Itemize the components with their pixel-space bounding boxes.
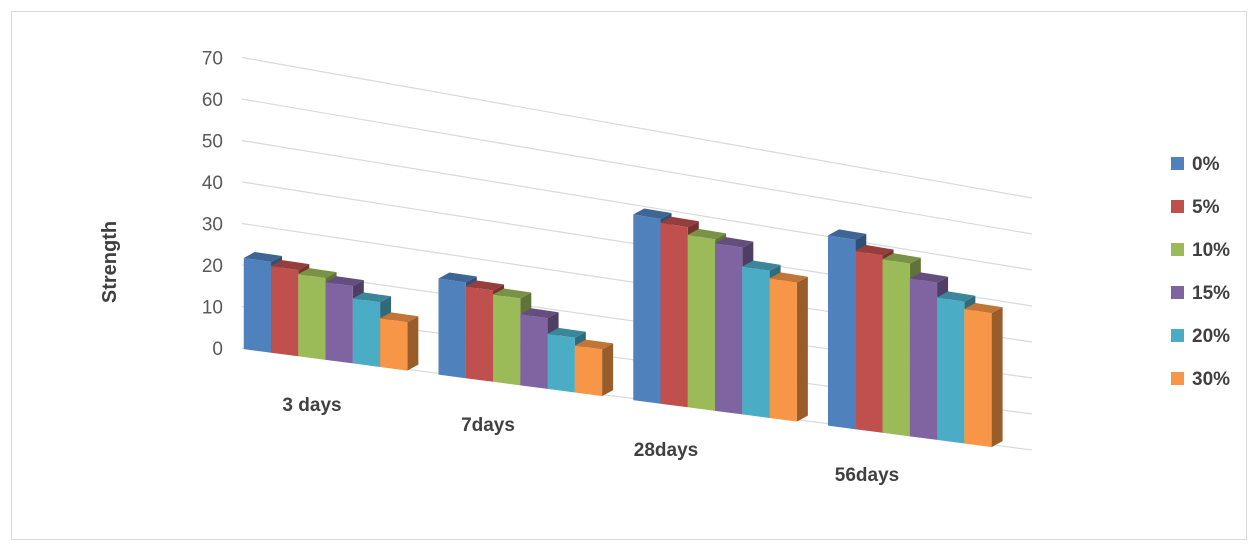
bar-top bbox=[520, 308, 559, 319]
bar-top bbox=[493, 288, 532, 299]
bar-top bbox=[855, 245, 894, 256]
bar-front bbox=[660, 222, 688, 408]
bar-front bbox=[325, 282, 353, 364]
bar-side bbox=[407, 316, 419, 371]
chart-frame: 0 10 20 30 40 50 60 70 3 days 7days 28days 56days … bbox=[11, 11, 1247, 540]
legend-item: 20% bbox=[1171, 326, 1230, 347]
bar-side bbox=[991, 307, 1003, 448]
legend-swatch bbox=[1171, 286, 1184, 299]
y-axis-ticks: 0 10 20 30 40 50 60 70 bbox=[202, 49, 223, 361]
legend-label: 5% bbox=[1192, 197, 1220, 218]
x-axis-labels: 3 days 7days 28days 56days bbox=[282, 395, 899, 486]
y-tick-label: 70 bbox=[202, 49, 223, 70]
y-tick-label: 10 bbox=[202, 298, 223, 319]
bar-side bbox=[602, 343, 614, 397]
bar-side bbox=[796, 276, 808, 422]
legend-swatch bbox=[1171, 243, 1184, 256]
bar-front bbox=[769, 278, 797, 422]
bar-top bbox=[325, 276, 364, 287]
bar-front bbox=[742, 266, 770, 418]
legend-item: 0% bbox=[1171, 154, 1220, 175]
y-tick-label: 40 bbox=[202, 173, 223, 194]
bar-front bbox=[964, 309, 992, 448]
legend-label: 10% bbox=[1192, 240, 1230, 261]
legend-swatch bbox=[1171, 157, 1184, 170]
bar-front bbox=[520, 314, 548, 389]
bar-front bbox=[271, 266, 299, 357]
bar-front bbox=[352, 298, 381, 367]
y-axis-title: Strength bbox=[99, 221, 121, 303]
bar-top bbox=[715, 237, 754, 248]
bar-front bbox=[828, 235, 856, 430]
legend-label: 15% bbox=[1192, 283, 1230, 304]
bar-front bbox=[243, 257, 272, 353]
legend-label: 30% bbox=[1192, 369, 1230, 390]
x-tick-label: 3 days bbox=[282, 395, 341, 416]
bar-top bbox=[271, 260, 310, 271]
legend-swatch bbox=[1171, 372, 1184, 385]
x-tick-label: 56days bbox=[835, 465, 899, 486]
bar-front bbox=[909, 278, 938, 440]
gridline bbox=[241, 139, 1033, 271]
bar bbox=[964, 303, 1003, 448]
bar-front bbox=[937, 297, 965, 444]
bar-front bbox=[465, 286, 494, 382]
bar-top bbox=[438, 272, 477, 283]
bar-top bbox=[909, 272, 949, 283]
bar-front bbox=[574, 345, 603, 397]
bars bbox=[243, 208, 1003, 448]
legend-swatch bbox=[1171, 329, 1184, 342]
bar-top bbox=[465, 280, 505, 291]
y-tick-label: 60 bbox=[202, 90, 223, 111]
legend-item: 10% bbox=[1171, 240, 1230, 261]
bar-front bbox=[493, 294, 521, 386]
y-tick-label: 50 bbox=[202, 132, 223, 153]
bar-front bbox=[687, 234, 716, 411]
bar-top bbox=[352, 292, 392, 303]
bar-top bbox=[380, 312, 419, 323]
bar-front bbox=[882, 259, 910, 437]
bar-top bbox=[937, 291, 976, 302]
y-tick-label: 30 bbox=[202, 215, 223, 236]
gridline bbox=[241, 98, 1033, 235]
bar-top bbox=[243, 251, 283, 262]
bar-top bbox=[298, 268, 337, 279]
y-tick-label: 0 bbox=[212, 339, 223, 360]
bar-top bbox=[547, 327, 586, 338]
legend-swatch bbox=[1171, 200, 1184, 213]
legend-item: 15% bbox=[1171, 283, 1230, 304]
bar bbox=[380, 312, 419, 371]
bar-top bbox=[882, 253, 921, 264]
y-tick-label: 20 bbox=[202, 256, 223, 277]
bar-top bbox=[574, 339, 614, 350]
bar-top bbox=[964, 303, 1003, 314]
bar-top bbox=[633, 208, 672, 219]
bar-front bbox=[633, 214, 661, 404]
bar-front bbox=[547, 333, 575, 393]
bar-top bbox=[769, 272, 808, 283]
x-tick-label: 7days bbox=[461, 415, 515, 436]
bar-front bbox=[380, 318, 408, 371]
bar bbox=[574, 339, 614, 397]
bar-top bbox=[742, 260, 781, 271]
bar-top bbox=[660, 216, 699, 228]
legend-item: 30% bbox=[1171, 369, 1230, 390]
bar-top bbox=[828, 229, 867, 240]
bar bbox=[769, 272, 808, 422]
legend-label: 20% bbox=[1192, 326, 1230, 347]
legend: 0% 5% 10% 15% 20% 30% bbox=[1171, 154, 1230, 390]
bar-top bbox=[687, 228, 727, 240]
legend-label: 0% bbox=[1192, 154, 1220, 175]
legend-item: 5% bbox=[1171, 197, 1220, 218]
bar-front bbox=[438, 278, 466, 379]
gridline bbox=[241, 56, 1033, 199]
x-tick-label: 28days bbox=[634, 440, 698, 461]
bar-front bbox=[298, 274, 326, 360]
bar-front bbox=[855, 251, 883, 433]
bar-front bbox=[715, 243, 743, 415]
